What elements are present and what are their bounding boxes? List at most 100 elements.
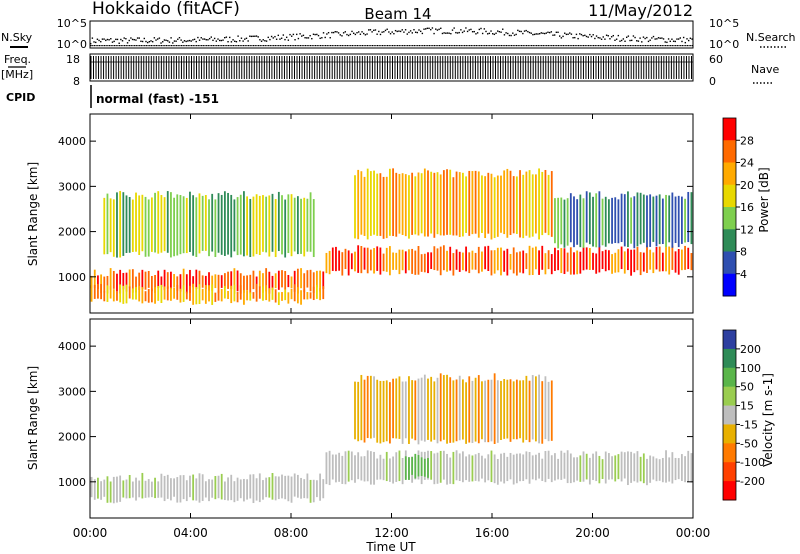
scatter-mark bbox=[290, 476, 293, 503]
nsky-point bbox=[590, 35, 593, 38]
scatter-mark bbox=[135, 477, 137, 501]
scatter-mark bbox=[439, 373, 442, 442]
nsearch-point bbox=[596, 45, 598, 47]
scatter-mark bbox=[566, 450, 569, 484]
scatter-mark bbox=[607, 250, 610, 271]
scatter-mark bbox=[430, 376, 433, 442]
nsky-point bbox=[215, 40, 218, 42]
scatter-mark bbox=[243, 191, 245, 257]
scatter-mark bbox=[157, 285, 160, 301]
scatter-mark bbox=[312, 479, 315, 503]
nsky-point bbox=[517, 29, 519, 32]
scatter-mark bbox=[201, 474, 204, 501]
nsearch-point bbox=[309, 45, 312, 47]
cpid-label: CPID bbox=[6, 91, 35, 104]
nsky-point bbox=[587, 36, 589, 38]
nsky-point bbox=[388, 31, 390, 33]
scatter-mark bbox=[471, 250, 474, 270]
nsky-point bbox=[244, 38, 246, 40]
nsearch-point bbox=[519, 45, 521, 47]
scatter-mark bbox=[652, 196, 655, 242]
scatter-mark bbox=[220, 275, 223, 288]
nsearch-point bbox=[115, 45, 117, 47]
scatter-mark bbox=[344, 248, 347, 270]
nsearch-point bbox=[124, 45, 126, 47]
scatter-mark bbox=[354, 175, 356, 239]
nsky-point bbox=[589, 33, 591, 36]
nsearch-point bbox=[298, 45, 300, 47]
nsearch-point bbox=[435, 45, 437, 47]
nsky-point bbox=[106, 38, 109, 41]
scatter-mark bbox=[642, 453, 645, 484]
scatter-mark bbox=[268, 195, 271, 257]
scatter-mark bbox=[633, 453, 636, 482]
nsky-point bbox=[421, 32, 424, 35]
scatter-mark bbox=[668, 457, 671, 482]
scatter-mark bbox=[487, 172, 490, 234]
scatter-mark bbox=[135, 192, 137, 252]
nsky-point bbox=[383, 31, 385, 33]
scatter-mark bbox=[598, 191, 601, 248]
scatter-mark bbox=[382, 176, 385, 239]
nsky-point bbox=[222, 39, 224, 41]
scatter-mark bbox=[462, 252, 464, 271]
nsearch-point bbox=[93, 45, 96, 47]
colorbar-segment bbox=[723, 184, 736, 208]
nsearch-point bbox=[648, 45, 650, 47]
scatter-mark bbox=[566, 252, 569, 272]
nsearch-point bbox=[368, 45, 370, 47]
freq-strip-frame bbox=[89, 53, 694, 82]
scatter-mark bbox=[252, 270, 255, 290]
nsearch-point bbox=[438, 45, 441, 47]
scatter-mark bbox=[668, 246, 671, 275]
scatter-mark bbox=[449, 169, 452, 235]
nsearch-point bbox=[380, 45, 382, 47]
nsky-point bbox=[123, 37, 125, 39]
nsearch-point bbox=[442, 45, 444, 47]
scatter-mark bbox=[363, 176, 366, 236]
scatter-mark bbox=[417, 245, 420, 275]
nsearch-point bbox=[470, 45, 472, 47]
scatter-mark bbox=[344, 451, 347, 485]
scatter-mark bbox=[135, 286, 137, 300]
nsky-point bbox=[368, 29, 370, 31]
velocity-colorbar: 200 100 50 15 -15 -50 -100 -200 bbox=[722, 329, 765, 501]
nsky-point bbox=[148, 40, 151, 43]
colorbar-segment bbox=[723, 207, 736, 230]
nsearch-point bbox=[263, 45, 265, 47]
nsky-point bbox=[131, 38, 134, 41]
colorbar-segment bbox=[723, 481, 736, 501]
scatter-mark bbox=[620, 246, 623, 270]
nsearch-point bbox=[611, 45, 613, 47]
nsearch-point bbox=[276, 45, 278, 47]
nsky-point bbox=[595, 35, 598, 37]
nsearch-point bbox=[211, 45, 213, 47]
scatter-mark bbox=[357, 169, 360, 240]
scatter-mark bbox=[436, 452, 439, 484]
scatter-mark bbox=[535, 174, 537, 234]
scatter-mark bbox=[677, 249, 680, 275]
nsky-point bbox=[455, 31, 457, 34]
nsearch-point bbox=[383, 45, 385, 47]
nsky-point bbox=[520, 30, 522, 33]
nsearch-point bbox=[135, 45, 137, 47]
nsky-point bbox=[205, 39, 207, 41]
x-tick-label: 00:00 bbox=[676, 526, 711, 540]
nsearch-point bbox=[541, 45, 543, 47]
nsky-point bbox=[126, 42, 129, 44]
scatter-mark bbox=[547, 174, 550, 236]
nsearch-point bbox=[129, 45, 131, 47]
scatter-mark bbox=[655, 247, 658, 270]
nsearch-point bbox=[274, 45, 276, 47]
scatter-mark bbox=[401, 173, 404, 235]
nsky-point bbox=[366, 33, 368, 35]
scatter-mark bbox=[179, 288, 182, 303]
nsearch-point bbox=[515, 45, 518, 47]
scatter-mark bbox=[122, 480, 125, 498]
nsearch-point bbox=[613, 45, 615, 47]
freq-label: Freq. bbox=[4, 53, 31, 66]
nsky-point bbox=[445, 32, 447, 34]
scatter-mark bbox=[442, 450, 445, 480]
nsearch-point bbox=[492, 45, 494, 47]
nsearch-point bbox=[604, 45, 606, 47]
